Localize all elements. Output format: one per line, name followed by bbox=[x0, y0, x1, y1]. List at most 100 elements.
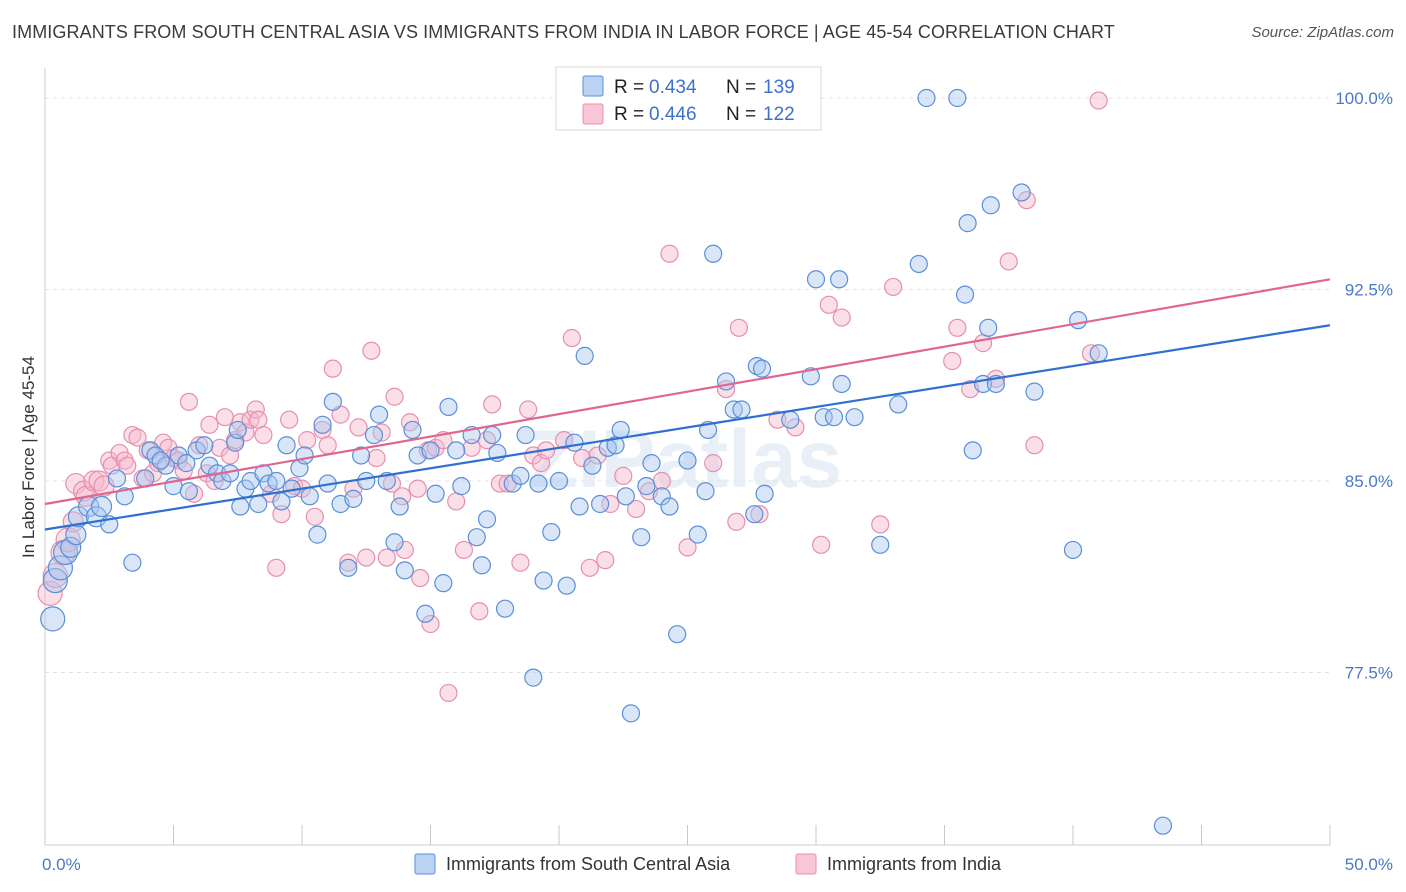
south-central-asia-point-64 bbox=[434, 574, 453, 593]
stats-legend: R = 0.434 N = 139 R = 0.446 N = 122 bbox=[555, 66, 822, 131]
india-point-106 bbox=[768, 410, 787, 429]
south-central-asia-point-11 bbox=[107, 469, 127, 488]
south-central-asia-point-49 bbox=[339, 558, 358, 577]
bottom-legend-label-1: Immigrants from South Central Asia bbox=[446, 854, 731, 874]
south-central-asia-point-132 bbox=[1012, 183, 1031, 202]
india-point-53 bbox=[323, 359, 342, 378]
legend-r-value-1: 0.434 bbox=[649, 77, 697, 98]
south-central-asia-point-123 bbox=[917, 88, 936, 108]
india-point-113 bbox=[943, 351, 962, 371]
india-point-66 bbox=[395, 540, 414, 560]
south-central-asia-point-84 bbox=[565, 433, 584, 452]
south-central-asia-point-30 bbox=[228, 420, 247, 440]
south-central-asia-point-70 bbox=[472, 556, 491, 575]
south-central-asia-point-22 bbox=[177, 454, 196, 473]
legend-n-value-1: 139 bbox=[763, 77, 795, 98]
south-central-asia-point-9 bbox=[90, 495, 113, 518]
india-point-46 bbox=[280, 410, 299, 429]
y-tick-label-2: 92.5% bbox=[1345, 281, 1393, 300]
chart-title: IMMIGRANTS FROM SOUTH CENTRAL ASIA VS IM… bbox=[12, 22, 1115, 42]
y-axis-title: In Labor Force | Age 45-54 bbox=[19, 356, 38, 558]
south-central-asia-point-66 bbox=[447, 441, 466, 460]
south-central-asia-point-62 bbox=[421, 441, 440, 460]
south-central-asia-point-88 bbox=[591, 494, 610, 514]
south-central-asia-point-101 bbox=[688, 525, 707, 544]
india-point-120 bbox=[1025, 436, 1044, 455]
south-central-asia-point-96 bbox=[642, 454, 661, 473]
india-point-45 bbox=[272, 505, 291, 524]
south-central-asia-point-37 bbox=[267, 471, 286, 491]
south-central-asia-point-104 bbox=[704, 244, 723, 263]
india-point-94 bbox=[601, 494, 620, 514]
south-central-asia-point-44 bbox=[308, 525, 327, 544]
india-point-34 bbox=[215, 408, 234, 427]
south-central-asia-point-43 bbox=[300, 487, 319, 506]
south-central-asia-point-99 bbox=[668, 625, 687, 644]
south-central-asia-point-93 bbox=[621, 704, 641, 723]
y-tick-labels: 77.5% 85.0% 92.5% 100.0% bbox=[1335, 89, 1393, 683]
series-legend: Immigrants from South Central Asia Immig… bbox=[414, 853, 1002, 875]
india-point-14 bbox=[115, 451, 134, 470]
india-point-39 bbox=[241, 410, 260, 429]
axes bbox=[44, 68, 1331, 846]
india-point-1 bbox=[42, 562, 68, 589]
south-central-asia-point-109 bbox=[747, 357, 766, 376]
india-point-110 bbox=[832, 308, 851, 327]
india-point-108 bbox=[812, 535, 831, 554]
legend-r-label-1: R = bbox=[614, 77, 644, 98]
south-central-asia-point-122 bbox=[909, 254, 928, 274]
india-point-112 bbox=[883, 277, 903, 297]
south-central-asia-point-81 bbox=[542, 522, 561, 542]
y-tick-label-3: 100.0% bbox=[1335, 89, 1393, 108]
india-point-59 bbox=[362, 341, 381, 360]
india-point-31 bbox=[200, 415, 219, 434]
south-central-asia-point-118 bbox=[832, 374, 851, 394]
trend-line-india bbox=[44, 278, 1331, 506]
south-central-asia-point-61 bbox=[416, 604, 435, 623]
series-india-points bbox=[37, 91, 1108, 703]
south-central-asia-point-42 bbox=[295, 446, 314, 465]
south-central-asia-point-58 bbox=[395, 561, 414, 580]
south-central-asia-point-65 bbox=[439, 397, 458, 417]
series-south-central-asia-points bbox=[40, 88, 1173, 835]
india-point-90 bbox=[573, 448, 592, 468]
south-central-asia-point-54 bbox=[370, 405, 389, 424]
india-point-8 bbox=[83, 470, 105, 492]
south-central-asia-point-130 bbox=[981, 196, 1000, 215]
x-tick-label-0: 0.0% bbox=[42, 855, 81, 874]
south-central-asia-point-17 bbox=[156, 456, 175, 475]
india-point-17 bbox=[128, 428, 147, 447]
south-central-asia-point-50 bbox=[344, 489, 363, 508]
india-point-62 bbox=[377, 548, 396, 567]
south-central-asia-point-63 bbox=[426, 484, 445, 503]
india-point-74 bbox=[439, 683, 458, 703]
india-point-91 bbox=[580, 558, 599, 577]
south-central-asia-point-124 bbox=[948, 88, 967, 108]
south-central-asia-point-75 bbox=[503, 474, 522, 493]
india-point-55 bbox=[339, 553, 358, 572]
india-point-109 bbox=[819, 295, 838, 314]
south-central-asia-point-34 bbox=[249, 494, 268, 514]
india-point-96 bbox=[626, 499, 646, 519]
india-point-28 bbox=[184, 484, 204, 503]
south-central-asia-point-116 bbox=[830, 270, 849, 289]
legend-swatch-blue bbox=[582, 75, 604, 97]
south-central-asia-point-53 bbox=[364, 425, 384, 445]
south-central-asia-point-2 bbox=[47, 555, 74, 581]
india-point-77 bbox=[462, 438, 481, 457]
south-central-asia-point-105 bbox=[716, 372, 736, 391]
trend-lines bbox=[44, 278, 1331, 531]
india-point-92 bbox=[588, 446, 607, 465]
india-point-103 bbox=[727, 512, 746, 531]
south-central-asia-point-112 bbox=[781, 410, 800, 429]
legend-n-label-1: N = bbox=[726, 77, 756, 98]
legend-n-value-2: 122 bbox=[763, 104, 795, 125]
bottom-legend-swatch-pink bbox=[795, 853, 817, 875]
india-point-93 bbox=[596, 551, 615, 570]
south-central-asia-point-85 bbox=[570, 497, 589, 516]
india-point-121 bbox=[1081, 344, 1101, 363]
india-point-98 bbox=[652, 471, 671, 491]
india-point-50 bbox=[305, 507, 324, 526]
legend-r-label-2: R = bbox=[614, 104, 644, 125]
india-point-104 bbox=[729, 318, 749, 337]
